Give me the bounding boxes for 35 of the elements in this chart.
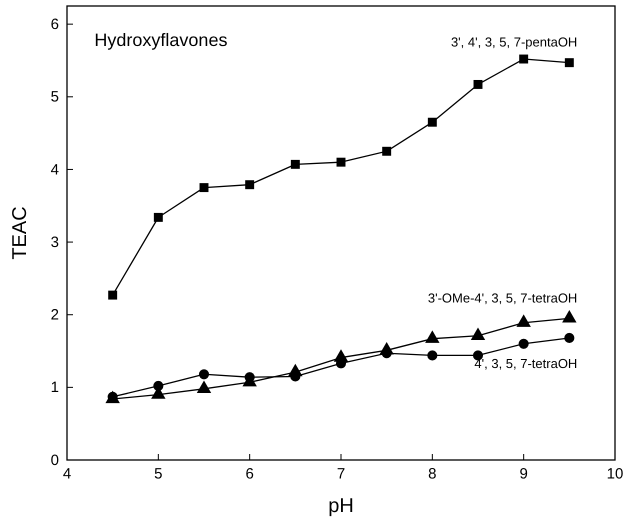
y-tick-label: 0: [50, 452, 59, 469]
y-tick-label: 6: [50, 16, 59, 33]
x-tick-label: 8: [428, 466, 437, 483]
x-tick-label: 4: [62, 466, 72, 483]
y-tick-label: 2: [50, 306, 59, 324]
x-tick-label: 6: [245, 466, 254, 483]
y-axis-title: TEAC: [9, 206, 31, 260]
point: [564, 332, 574, 343]
y-tick-label: 4: [50, 161, 59, 178]
point: [108, 290, 118, 300]
point: [518, 338, 529, 349]
point: [336, 158, 346, 167]
point: [290, 160, 300, 169]
point: [382, 146, 392, 156]
x-tick-label: 5: [154, 466, 163, 483]
point: [427, 350, 438, 360]
point: [154, 212, 163, 222]
series-label: 3', 4', 3, 5, 7-pentaOH: [450, 34, 578, 50]
y-tick-label: 3: [50, 234, 59, 251]
y-tick-label: 5: [50, 88, 59, 106]
point: [564, 58, 574, 68]
point: [474, 80, 482, 89]
point: [519, 54, 528, 64]
point: [153, 380, 164, 391]
x-tick-label: 10: [606, 466, 624, 483]
point: [428, 118, 437, 127]
series-label: 3'-OMe-4', 3, 5, 7-tetraOH: [428, 290, 578, 306]
point: [245, 180, 254, 190]
point: [198, 369, 210, 380]
x-tick-label: 9: [519, 466, 528, 483]
y-tick-label: 1: [50, 379, 59, 396]
x-tick-label: 7: [336, 466, 346, 483]
x-axis-title: pH: [328, 495, 354, 517]
point: [200, 183, 208, 192]
text: Hydroxyflavones: [94, 30, 228, 50]
